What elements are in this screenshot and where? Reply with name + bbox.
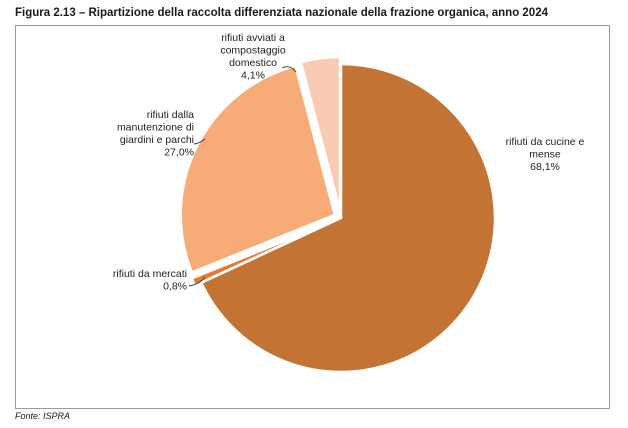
slices-layer: [179, 55, 497, 374]
pie-slice: [199, 62, 497, 374]
pie-slice: [190, 219, 336, 288]
slice-name-label: mense: [529, 149, 561, 161]
slice-label: rifiuti avviati a compostaggio domestico 4,…: [220, 32, 286, 82]
slice-name-label: rifiuti da mercati: [113, 268, 187, 280]
slice-value-label: 0,8%: [163, 281, 187, 293]
slice-label: rifiuti dalla manutenzione di giardini e p…: [117, 109, 194, 159]
slice-name-label: rifiuti avviati a: [221, 32, 285, 44]
slice-name-label: giardini e parchi: [120, 134, 194, 146]
slice-name-label: compostaggio: [220, 45, 286, 57]
slice-value-label: 4,1%: [241, 70, 265, 82]
slice-name-label: rifiuti dalla: [147, 109, 194, 121]
pie-slice: [299, 55, 342, 212]
slice-value-label: 27,0%: [164, 147, 194, 159]
chart-frame: [15, 25, 610, 409]
slice-label: rifiuti da cucine e mense 68,1%: [506, 136, 585, 173]
slice-name-label: rifiuti da cucine e: [506, 136, 585, 148]
slice-name-label: manutenzione di: [117, 122, 194, 134]
pie-slice: [179, 64, 337, 275]
figure-title: Figura 2.13 – Ripartizione della raccolt…: [15, 7, 548, 19]
slice-name-label: domestico: [229, 57, 277, 69]
figure-source: Fonte: ISPRA: [15, 411, 71, 421]
leader-line: [188, 276, 206, 287]
labels-layer: rifiuti da cucine e mense 68,1%rifiuti da …: [113, 32, 585, 293]
leader-line: [193, 138, 206, 145]
leader-line: [281, 66, 297, 73]
slice-label: rifiuti da mercati 0,8%: [113, 268, 187, 293]
slice-value-label: 68,1%: [530, 161, 560, 173]
leader-lines-layer: [188, 66, 297, 287]
